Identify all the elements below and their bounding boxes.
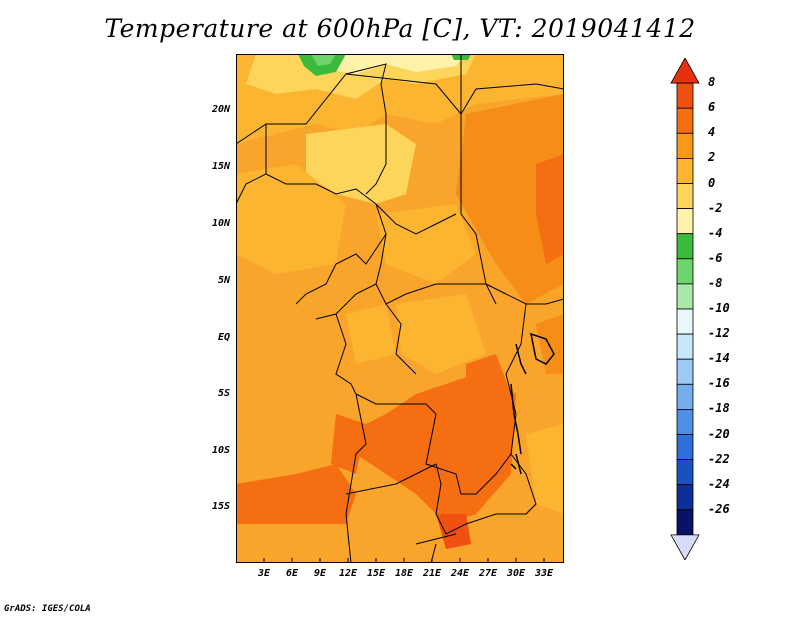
colorbar-segment (676, 509, 694, 536)
lat-label: 20N (211, 104, 230, 115)
colorbar (670, 58, 700, 560)
colorbar-label: -12 (708, 326, 730, 341)
colorbar-segment (676, 82, 694, 109)
lon-label: 12E (338, 568, 358, 579)
lat-label: 15S (211, 501, 230, 512)
colorbar-segment (676, 132, 694, 159)
lat-label: 10S (211, 445, 230, 456)
colorbar-segment (676, 434, 694, 461)
lon-label: 21E (422, 568, 442, 579)
lat-label: 10N (211, 218, 230, 229)
colorbar-segment (676, 333, 694, 360)
lat-label: EQ (217, 332, 230, 343)
colorbar-label: 4 (708, 125, 716, 140)
colorbar-label: -16 (708, 376, 730, 391)
colorbar-label: 0 (708, 175, 716, 190)
grads-credit: GrADS: IGES/COLA (4, 604, 91, 614)
colorbar-segment (676, 208, 694, 235)
colorbar-label: -26 (708, 501, 730, 516)
lon-label: 27E (478, 568, 498, 579)
colorbar-segment (670, 534, 700, 560)
colorbar-segment (676, 107, 694, 134)
colorbar-label: 8 (708, 75, 716, 90)
colorbar-segment (676, 233, 694, 260)
lon-label: 24E (450, 568, 470, 579)
map-title: Temperature at 600hPa [C], VT: 201904141… (104, 14, 696, 43)
colorbar-segment (676, 459, 694, 486)
colorbar-segment (676, 283, 694, 310)
colorbar-label: -8 (708, 275, 723, 290)
colorbar-segment (676, 183, 694, 210)
lon-label: 30E (506, 568, 526, 579)
lat-label: 15N (211, 161, 230, 172)
temperature-map (236, 54, 564, 563)
colorbar-segment (670, 58, 700, 84)
colorbar-label: -14 (708, 351, 730, 366)
lon-label: 6E (285, 568, 299, 579)
colorbar-segment (676, 358, 694, 385)
colorbar-label: -20 (708, 426, 730, 441)
colorbar-label: -22 (708, 451, 730, 466)
lon-label: 33E (534, 568, 554, 579)
colorbar-segment (676, 484, 694, 511)
lon-label: 15E (366, 568, 386, 579)
colorbar-label: -18 (708, 401, 730, 416)
lon-label: 3E (257, 568, 271, 579)
colorbar-segment (676, 308, 694, 335)
colorbar-segment (676, 383, 694, 410)
colorbar-label: 6 (708, 100, 716, 115)
colorbar-label: -4 (708, 225, 723, 240)
colorbar-label: -24 (708, 476, 730, 491)
lon-label: 9E (313, 568, 327, 579)
lat-label: 5N (217, 275, 230, 286)
colorbar-label: 2 (708, 150, 716, 165)
colorbar-label: -6 (708, 250, 723, 265)
colorbar-label: -10 (708, 301, 730, 315)
colorbar-segment (676, 258, 694, 285)
colorbar-label: -2 (708, 200, 723, 215)
lat-label: 5S (217, 388, 230, 399)
colorbar-segment (676, 158, 694, 184)
lon-label: 18E (394, 568, 414, 579)
colorbar-segment (676, 408, 694, 435)
